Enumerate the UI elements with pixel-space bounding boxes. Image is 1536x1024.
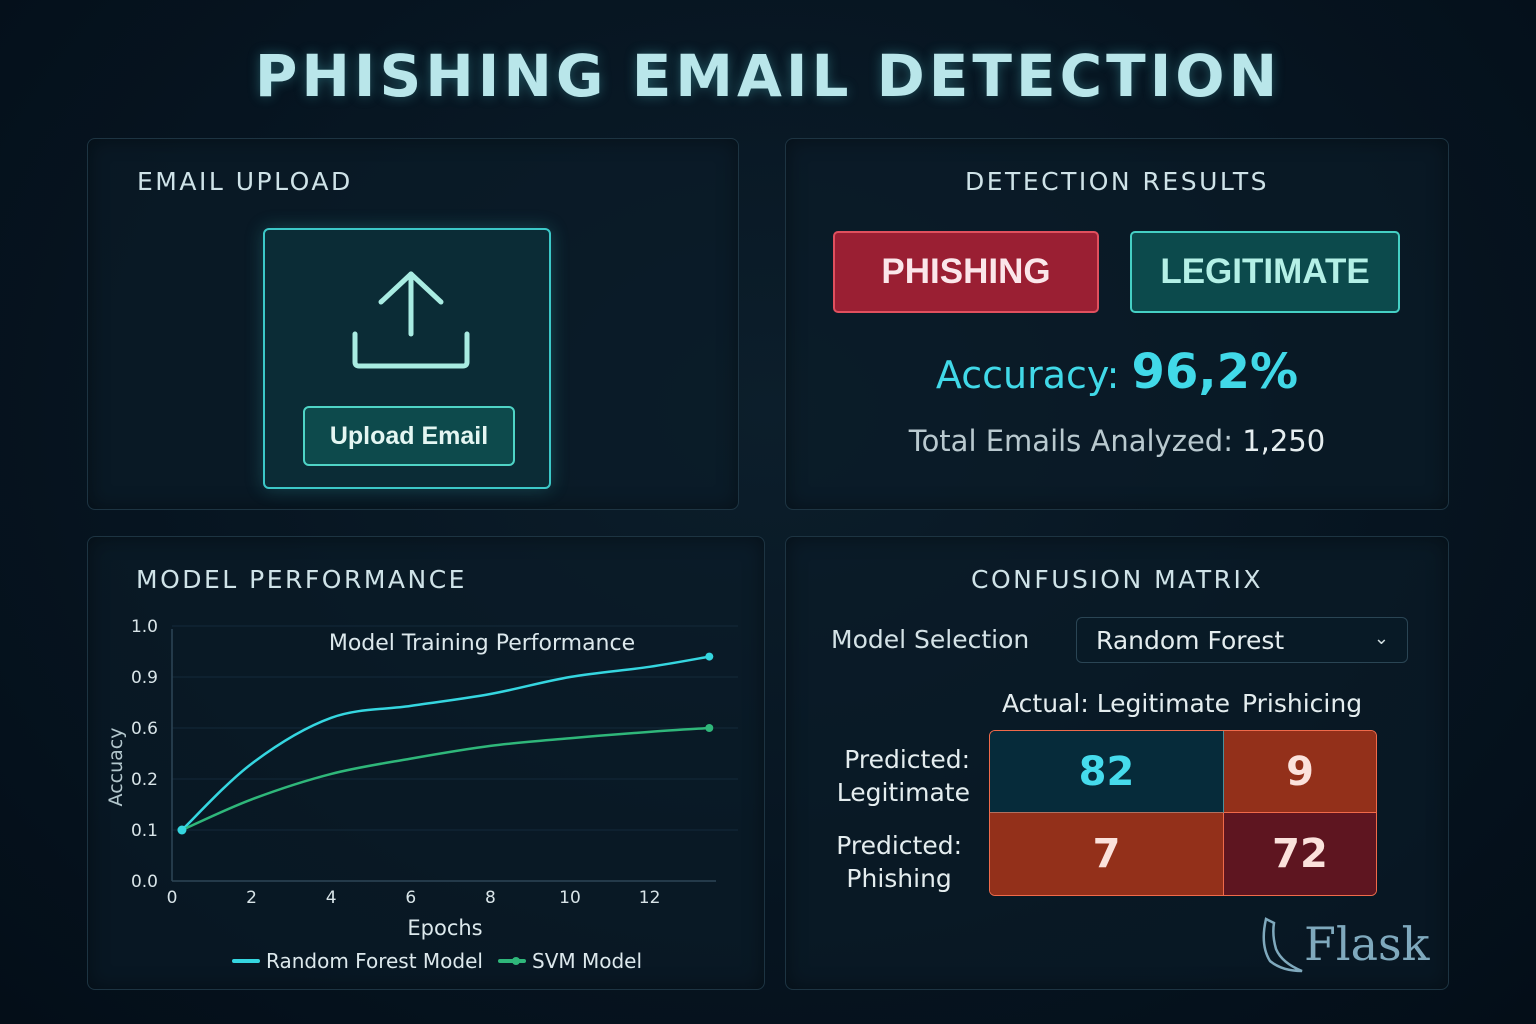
legend-label: Random Forest Model bbox=[266, 949, 483, 973]
total-label: Total Emails Analyzed: bbox=[908, 424, 1233, 458]
model-select-value: Random Forest bbox=[1096, 625, 1285, 655]
row-header: Predicted: Legitimate bbox=[837, 743, 970, 809]
x-tick-label: 12 bbox=[639, 888, 661, 908]
flask-horn-icon bbox=[1262, 917, 1303, 973]
x-tick-label: 0 bbox=[167, 888, 178, 908]
total-emails: Total Emails Analyzed: 1,250 bbox=[786, 424, 1448, 458]
x-tick-label: 10 bbox=[559, 888, 581, 908]
matrix-cell: 7 bbox=[990, 813, 1224, 895]
y-axis-label: Accuacy bbox=[105, 728, 127, 807]
legitimate-badge: LEGITIMATE bbox=[1130, 231, 1400, 313]
detection-results-panel: DETECTION RESULTS PHISHING LEGITIMATE Ac… bbox=[785, 138, 1449, 510]
legend-label: SVM Model bbox=[532, 949, 642, 973]
x-axis-label: Epochs bbox=[407, 916, 482, 940]
total-value: 1,250 bbox=[1242, 424, 1326, 458]
y-tick-label: 0.0 bbox=[131, 872, 158, 892]
accuracy-value: 96,2% bbox=[1131, 344, 1299, 400]
row-header-line: Phishing bbox=[846, 864, 952, 893]
model-performance-panel: MODEL PERFORMANCE 0.0 0.1 0.2 0.6 0.9 1.0 0 2 4 6… bbox=[87, 536, 765, 990]
x-tick-label: 8 bbox=[485, 888, 496, 908]
accuracy-readout: Accuracy: 96,2% bbox=[786, 344, 1448, 400]
y-tick-label: 0.6 bbox=[131, 719, 158, 739]
x-tick-label: 4 bbox=[326, 888, 337, 908]
series-line bbox=[181, 655, 710, 831]
chevron-down-icon: ⌄ bbox=[1373, 628, 1389, 649]
matrix-cell: 9 bbox=[1224, 731, 1376, 813]
series-start-point bbox=[177, 825, 187, 835]
email-upload-panel: EMAIL UPLOAD Upload Email bbox=[87, 138, 739, 510]
panel-title: EMAIL UPLOAD bbox=[137, 167, 353, 196]
phishing-badge: PHISHING bbox=[833, 231, 1099, 313]
series-line bbox=[181, 726, 710, 832]
page-title: PHISHING EMAIL DETECTION bbox=[254, 42, 1282, 110]
matrix-cell: 82 bbox=[990, 731, 1224, 813]
model-select[interactable]: Random Forest ⌄ bbox=[1076, 617, 1408, 663]
x-tick-label: 2 bbox=[246, 888, 257, 908]
row-header-line: Predicted: bbox=[836, 831, 962, 860]
legend-marker bbox=[512, 957, 520, 965]
confusion-matrix: 82 9 7 72 bbox=[989, 730, 1377, 896]
accuracy-label: Accuracy: bbox=[935, 353, 1120, 397]
upload-dropzone[interactable]: Upload Email bbox=[263, 228, 551, 489]
row-header: Predicted: Phishing bbox=[836, 829, 962, 895]
flask-logo-text: Flask bbox=[1304, 917, 1430, 971]
model-selection-label: Model Selection bbox=[831, 625, 1030, 654]
row-header-line: Legitimate bbox=[836, 778, 970, 807]
y-tick-label: 0.2 bbox=[131, 770, 158, 790]
confusion-matrix-panel: CONFUSION MATRIX Model Selection Random … bbox=[785, 536, 1449, 990]
series-end-point bbox=[705, 724, 714, 732]
upload-icon bbox=[352, 271, 470, 369]
panel-title: DETECTION RESULTS bbox=[965, 167, 1269, 196]
y-tick-label: 1.0 bbox=[131, 617, 158, 637]
upload-email-button[interactable]: Upload Email bbox=[303, 406, 515, 466]
column-header: Prishicing bbox=[1242, 689, 1363, 718]
panel-title: CONFUSION MATRIX bbox=[971, 565, 1263, 594]
column-header: Actual: Legitimate bbox=[1002, 689, 1230, 718]
flask-logo: Flask bbox=[1256, 915, 1430, 973]
chart-title: Model Training Performance bbox=[329, 631, 635, 656]
y-tick-label: 0.9 bbox=[131, 668, 158, 688]
matrix-cell: 72 bbox=[1224, 813, 1376, 895]
y-tick-label: 0.1 bbox=[131, 821, 158, 841]
row-header-line: Predicted: bbox=[844, 745, 970, 774]
panel-title: MODEL PERFORMANCE bbox=[136, 565, 467, 594]
series-end-point bbox=[705, 652, 714, 661]
x-tick-label: 6 bbox=[405, 888, 416, 908]
performance-chart: 0.0 0.1 0.2 0.6 0.9 1.0 0 2 4 6 8 10 12 Model Trainin… bbox=[105, 617, 738, 973]
